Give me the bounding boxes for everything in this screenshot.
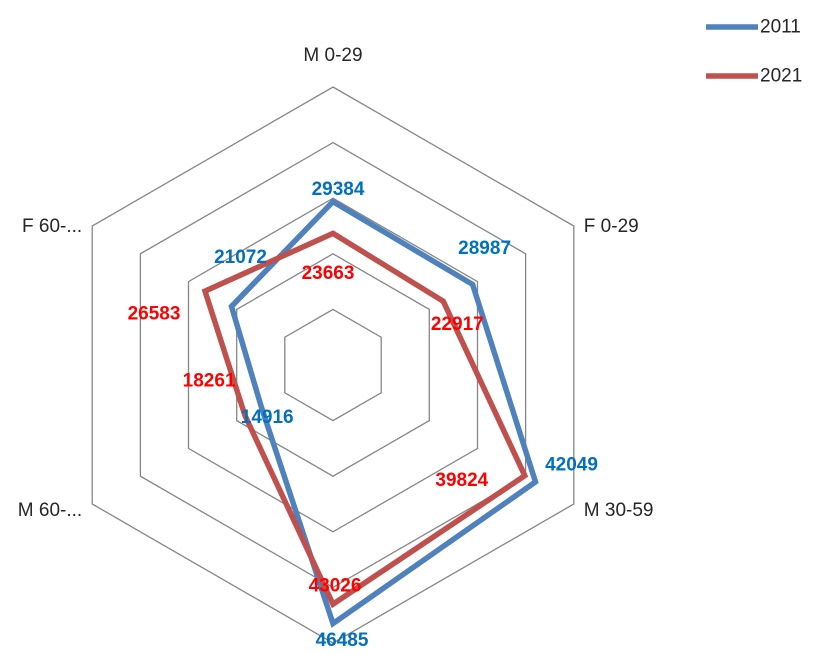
data-label-2011-5: 21072 [214,247,267,268]
data-label-2021-0: 23663 [302,263,355,284]
grid-ring-30000 [187,197,479,533]
series-line-2021 [201,230,529,609]
category-label-4: M 60-... [18,500,82,521]
data-label-2021-3: 43026 [309,576,362,597]
legend-label-2011: 2011 [760,17,801,38]
category-labels: M 0-29F 0-29M 30-59F 30-59M 60-...F 60-.… [18,45,654,521]
grid-ring-50000 [91,86,575,644]
legend: 2011 2021 [706,17,802,87]
series-line-2011 [228,198,539,628]
category-label-0: M 0-29 [303,45,362,66]
category-label-5: F 60-... [22,216,82,237]
legend-label-2021: 2021 [760,66,802,87]
grid-ring-40000 [139,141,527,589]
category-label-2: M 30-59 [584,500,654,521]
data-label-2011-1: 28987 [458,238,511,259]
data-label-2011-3: 46485 [316,630,369,651]
grid-layer [91,86,575,644]
data-label-2011-0: 29384 [312,179,365,200]
data-label-2021-5: 26583 [128,304,181,325]
series-layer [201,198,539,628]
data-label-2011-2: 42049 [545,454,598,475]
data-label-2021-1: 22917 [431,314,484,335]
grid-ring-10000 [284,308,382,422]
grid-ring-20000 [236,253,430,477]
data-label-2021-4: 18261 [183,370,236,391]
category-label-1: F 0-29 [584,216,639,237]
data-label-2021-2: 39824 [435,470,488,491]
data-label-2011-4: 14916 [241,407,294,428]
data-labels: 29384 28987 42049 46485 14916 21072 23663 22917… [128,179,598,651]
